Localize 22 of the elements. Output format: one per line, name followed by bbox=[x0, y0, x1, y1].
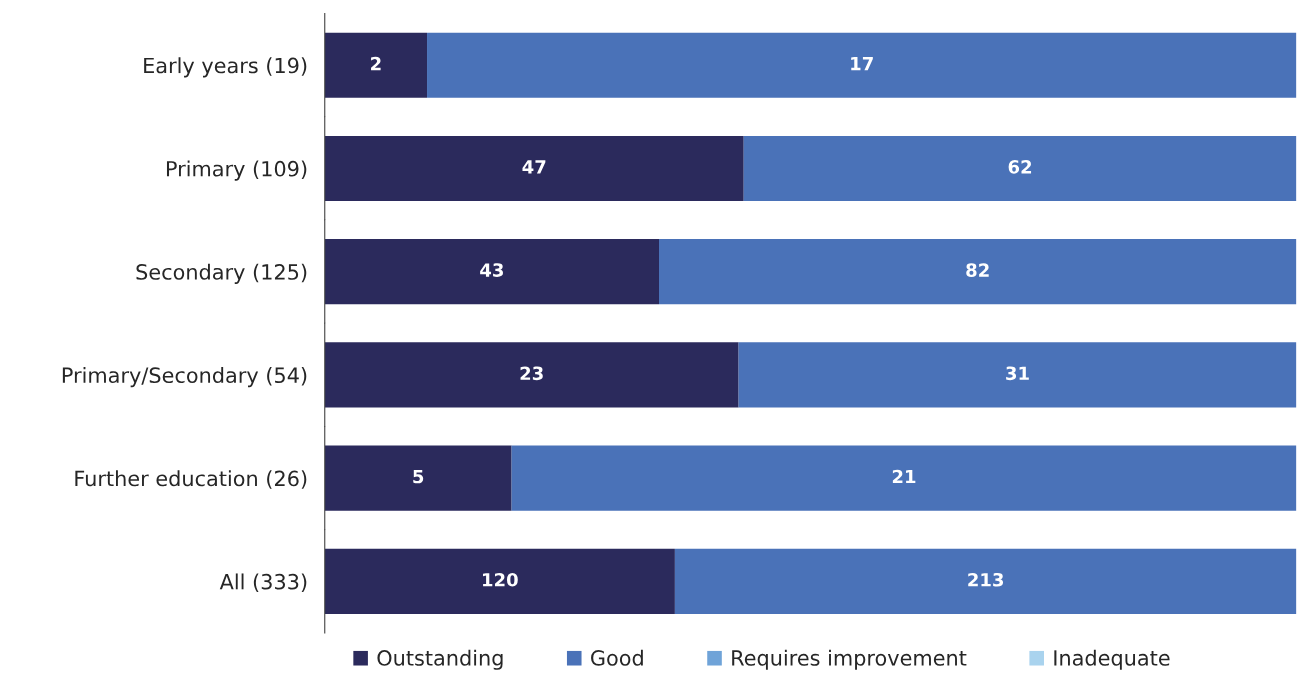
data-label: 17 bbox=[851, 56, 873, 71]
y-tick-label: Secondary (125) bbox=[136, 263, 307, 284]
legend-label: Good bbox=[591, 649, 643, 666]
legend-label: Inadequate bbox=[1054, 649, 1170, 670]
y-tick-label: Further education (26) bbox=[75, 470, 307, 489]
data-label: 62 bbox=[1008, 159, 1032, 174]
legend-label: Outstanding bbox=[377, 649, 503, 670]
data-label: 47 bbox=[522, 160, 546, 174]
data-label: 31 bbox=[1006, 366, 1029, 381]
y-tick-label: Primary/Secondary (54) bbox=[62, 366, 307, 388]
data-label: 2 bbox=[371, 56, 381, 71]
data-label: 23 bbox=[520, 366, 543, 381]
data-label: 21 bbox=[892, 469, 916, 484]
data-label: 213 bbox=[968, 572, 1004, 587]
y-tick-label: All (333) bbox=[219, 573, 307, 593]
y-tick-label: Early years (19) bbox=[144, 57, 307, 78]
data-label: 43 bbox=[480, 263, 503, 277]
legend-label: Requires improvement bbox=[732, 649, 967, 670]
data-label: 120 bbox=[483, 572, 518, 587]
data-label: 82 bbox=[966, 263, 989, 277]
y-tick-label: Primary (109) bbox=[166, 160, 307, 181]
data-label: 5 bbox=[413, 469, 424, 484]
